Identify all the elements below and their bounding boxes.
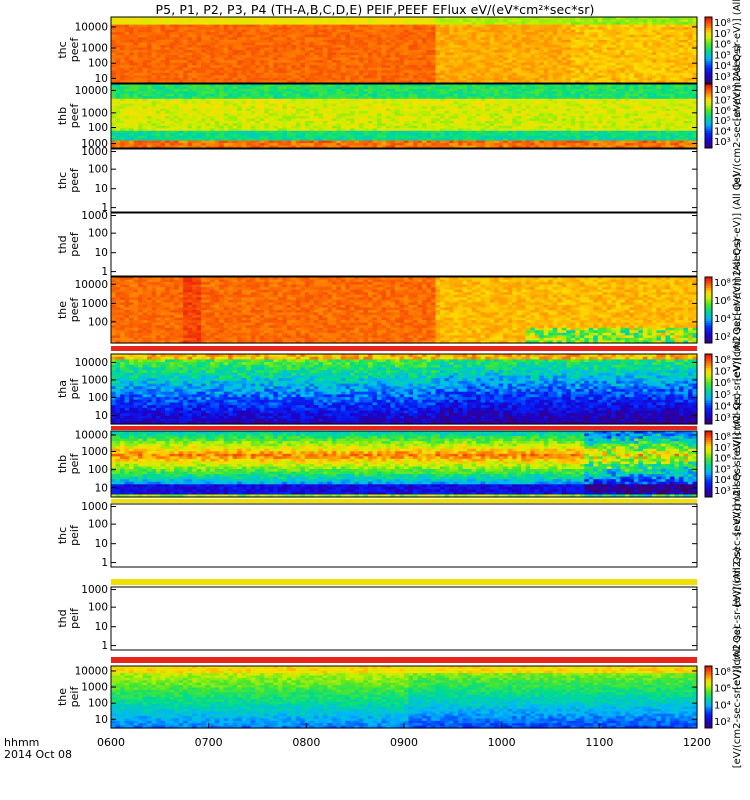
colorbar-tick-label: 10⁸ xyxy=(714,18,731,29)
y-tick-label: 1000 xyxy=(81,43,108,55)
colorbar-tick-label: 10⁶ xyxy=(714,40,731,51)
colorbar-tick-label: 10⁴ xyxy=(714,61,731,72)
y-tick-label: 10 xyxy=(95,73,108,85)
y-tick-label: 100 xyxy=(88,58,108,70)
colorbar-tick-label: 10⁷ xyxy=(714,29,731,40)
y-tick-label: 10000 xyxy=(75,21,108,33)
colorbar-tick-label: 10³ xyxy=(714,72,731,83)
colorbar-tick-label: 10⁵ xyxy=(714,50,731,61)
panel-y-label: peef xyxy=(68,37,81,63)
